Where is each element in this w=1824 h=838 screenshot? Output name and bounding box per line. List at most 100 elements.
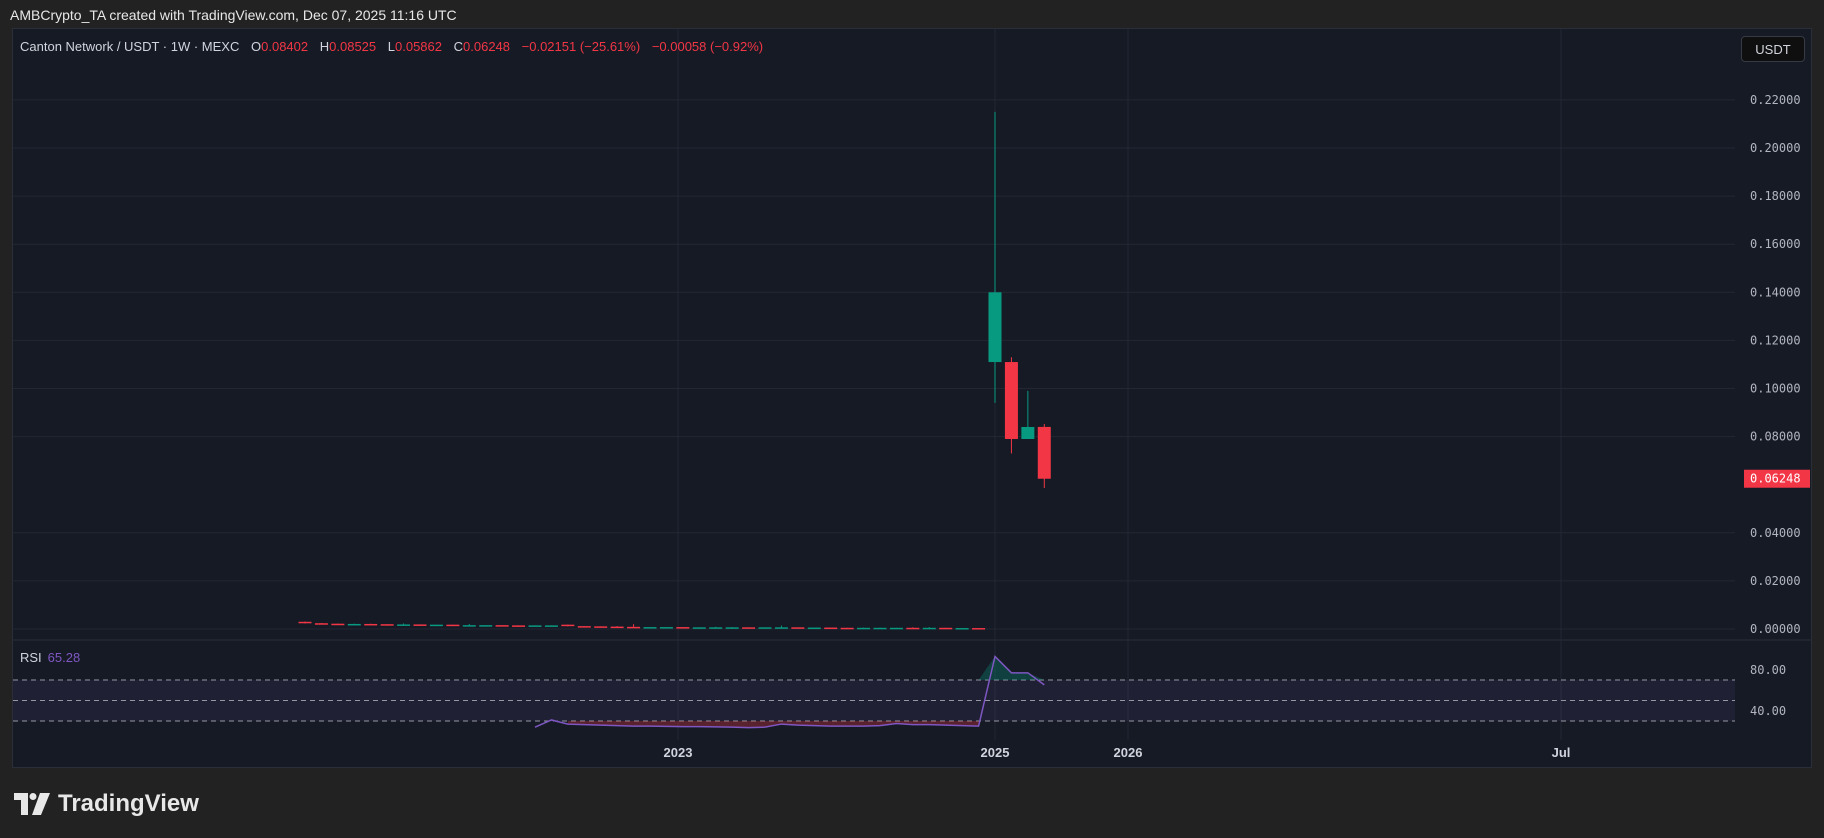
candle-body — [479, 625, 493, 627]
rsi-value: 65.28 — [47, 650, 81, 665]
change2-value: −0.00058 (−0.92%) — [651, 39, 764, 54]
candle-body — [627, 626, 641, 629]
high-label: H — [319, 39, 330, 54]
candle-body — [528, 625, 542, 627]
candle-body — [659, 627, 673, 629]
rsi-overbought-fill — [1011, 672, 1028, 680]
price-tick-label: 0.22000 — [1750, 93, 1801, 107]
candle-body — [791, 627, 805, 629]
last-price-badge — [1744, 469, 1810, 488]
tradingview-logo-icon — [14, 793, 50, 815]
candle-body — [1004, 362, 1018, 440]
candle-body — [561, 624, 575, 627]
rsi-oversold-fill — [650, 721, 667, 727]
candle-body — [840, 627, 854, 630]
candle-body — [742, 627, 756, 629]
symbol-title[interactable]: Canton Network / USDT · 1W · MEXC — [20, 39, 240, 54]
time-tick-label: Jul — [1552, 745, 1571, 760]
candle-body — [298, 621, 312, 624]
high-value: 0.08525 — [329, 39, 377, 54]
close-label: C — [453, 39, 464, 54]
candle-body — [380, 624, 394, 626]
candle-body — [922, 627, 936, 630]
rsi-oversold-fill — [830, 721, 848, 727]
price-tick-label: 0.08000 — [1750, 430, 1801, 444]
candle-body — [906, 627, 920, 630]
close-value: 0.06248 — [463, 39, 511, 54]
rsi-oversold-fill — [617, 721, 634, 727]
rsi-band — [13, 680, 1735, 721]
open-value: 0.08402 — [261, 39, 309, 54]
chart-frame[interactable] — [12, 28, 1812, 768]
price-tick-label: 0.20000 — [1750, 141, 1801, 155]
change-value: −0.02151 (−25.61%) — [521, 39, 641, 54]
rsi-oversold-fill — [797, 721, 815, 726]
candle-body — [955, 628, 969, 630]
rsi-oversold-fill — [682, 721, 700, 727]
price-tick-label: 0.16000 — [1750, 237, 1801, 251]
candle-body — [807, 627, 821, 630]
candle-body — [1021, 426, 1035, 440]
candle-body — [446, 624, 460, 627]
rsi-oversold-fill — [814, 721, 831, 727]
rsi-legend: RSI 65.28 — [20, 650, 80, 665]
candle-body — [429, 624, 443, 627]
candle-body — [397, 624, 411, 626]
candle-body — [643, 627, 657, 629]
candle-body — [331, 623, 345, 626]
candle-body — [364, 623, 378, 626]
candle-body — [1037, 426, 1051, 479]
low-label: L — [387, 39, 395, 54]
candle-body — [314, 623, 328, 625]
candle-body — [889, 627, 903, 630]
candle-body — [725, 627, 739, 629]
candle-body — [495, 625, 509, 627]
candle-body — [939, 627, 953, 630]
candle-body — [347, 623, 361, 626]
candle-body — [988, 292, 1002, 363]
candle-body — [972, 628, 986, 630]
candle-body — [462, 625, 476, 627]
candle-body — [709, 627, 723, 629]
rsi-overbought-fill — [995, 656, 1012, 680]
low-value: 0.05862 — [395, 39, 442, 54]
open-label: O — [251, 39, 262, 54]
candle-body — [758, 627, 772, 629]
rsi-tick-label: 80.00 — [1750, 663, 1786, 677]
candle-body — [544, 625, 558, 627]
rsi-oversold-fill — [765, 721, 782, 728]
chart-credit: AMBCrypto_TA created with TradingView.co… — [10, 7, 457, 23]
price-tick-label: 0.02000 — [1750, 574, 1801, 588]
candle-body — [692, 627, 706, 629]
price-tick-label: 0.10000 — [1750, 382, 1801, 396]
price-tick-label: 0.04000 — [1750, 526, 1801, 540]
candle-body — [857, 627, 871, 630]
price-tick-label: 0.00000 — [1750, 622, 1801, 636]
rsi-oversold-fill — [748, 721, 765, 728]
rsi-oversold-fill — [600, 721, 618, 726]
rsi-oversold-fill — [732, 721, 749, 728]
rsi-oversold-fill — [863, 721, 880, 727]
rsi-oversold-fill — [666, 721, 683, 727]
candle-body — [610, 626, 624, 629]
candle-body — [413, 624, 427, 626]
rsi-oversold-fill — [945, 721, 963, 726]
rsi-line — [534, 654, 1045, 729]
currency-unit-button[interactable]: USDT — [1741, 36, 1805, 62]
rsi-overbought-fill — [1027, 672, 1045, 680]
rsi-tick-label: 40.00 — [1750, 704, 1786, 718]
rsi-oversold-fill — [962, 721, 979, 727]
candle-body — [512, 625, 526, 627]
last-price-label: 0.06248 — [1750, 472, 1801, 486]
price-tick-label: 0.12000 — [1750, 333, 1801, 347]
candle-body — [577, 626, 591, 628]
time-tick-label: 2026 — [1114, 745, 1143, 760]
price-tick-label: 0.14000 — [1750, 285, 1801, 299]
price-tick-label: 0.18000 — [1750, 189, 1801, 203]
rsi-name: RSI — [20, 650, 42, 665]
time-tick-label: 2023 — [664, 745, 693, 760]
candle-body — [594, 626, 608, 628]
rsi-oversold-fill — [699, 721, 716, 727]
logo-text: TradingView — [58, 790, 199, 817]
